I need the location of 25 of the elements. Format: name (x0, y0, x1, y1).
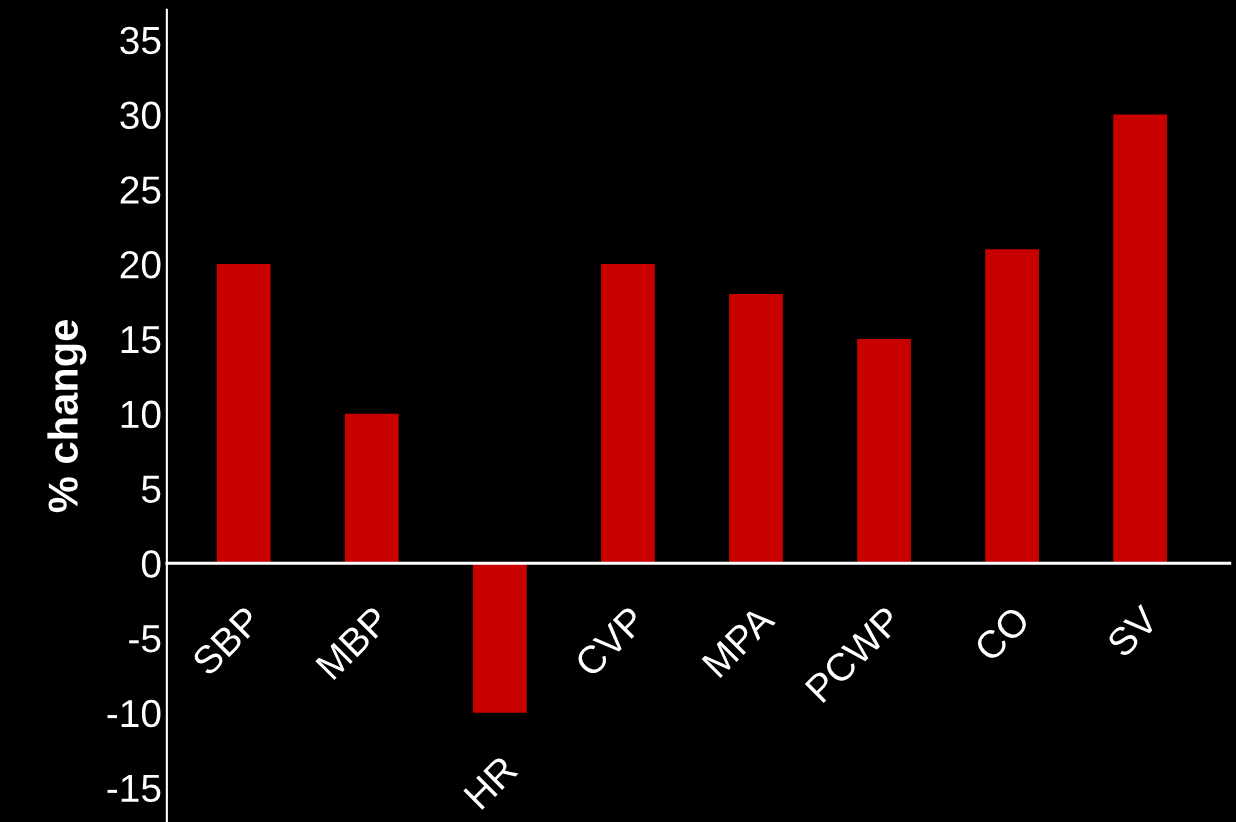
bar (472, 563, 527, 713)
y-tick-label: -10 (107, 699, 161, 728)
bar (1113, 114, 1168, 564)
bar (857, 338, 911, 564)
y-tick-label: 10 (121, 400, 161, 429)
bar (216, 264, 271, 564)
x-tick-label: SV (1105, 603, 1161, 659)
bar (601, 264, 655, 564)
y-tick-label: 5 (141, 475, 161, 503)
y-axis-title: % change (47, 320, 87, 513)
y-tick-label: 30 (120, 101, 161, 130)
y-tick-label: -15 (107, 774, 161, 803)
y-tick-label: 20 (120, 251, 161, 279)
bar (729, 294, 783, 564)
bar (344, 413, 399, 564)
x-tick-label: CO (972, 604, 1031, 663)
y-tick-label: 15 (121, 326, 161, 354)
y-tick-label: 0 (141, 550, 161, 578)
y-tick-label: -5 (129, 625, 161, 653)
y-tick-label: 35 (120, 26, 161, 55)
x-tick-label: SBP (190, 604, 263, 677)
bar (985, 249, 1039, 564)
x-tick-label: CVP (573, 604, 647, 679)
x-tick-label: HR (463, 754, 519, 810)
y-tick-label: 25 (120, 176, 161, 204)
